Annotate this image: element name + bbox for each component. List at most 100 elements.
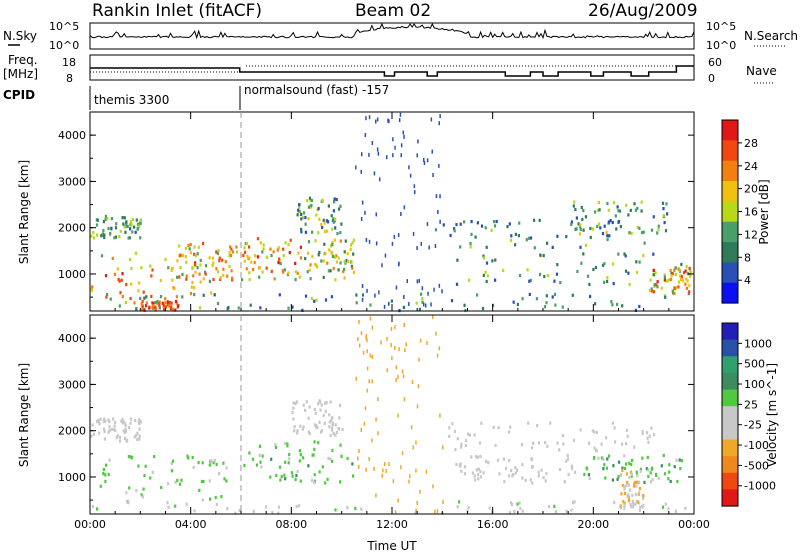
velocity-cell — [320, 430, 323, 434]
velocity-cell — [346, 506, 349, 510]
power-cell — [406, 279, 408, 284]
power-cell — [673, 292, 676, 296]
velocity-cell — [364, 406, 367, 411]
power-cell — [125, 222, 128, 226]
power-cell — [332, 266, 335, 271]
velocity-cell — [479, 454, 482, 458]
power-cell — [307, 217, 310, 221]
velocity-cell — [667, 477, 670, 481]
power-cell — [606, 234, 609, 238]
power-cell — [333, 197, 336, 201]
power-cell — [106, 217, 109, 221]
power-cell — [324, 251, 327, 255]
power-cell — [261, 250, 264, 254]
velocity-cell — [371, 438, 373, 443]
velocity-cell — [398, 347, 400, 352]
velocity-cell — [415, 508, 417, 513]
velocity-cell — [532, 441, 535, 445]
velocity-cell — [512, 473, 515, 477]
velocity-cell — [279, 478, 282, 482]
power-cell — [284, 241, 287, 245]
velocity-cell — [614, 440, 617, 444]
velocity-cell — [620, 442, 624, 446]
power-cell — [685, 286, 688, 290]
velocity-cell — [288, 453, 291, 457]
power-cell — [198, 272, 201, 276]
power-cell — [589, 226, 592, 230]
power-cell — [276, 248, 279, 252]
power-cell — [248, 245, 251, 249]
velocity-cell — [277, 505, 280, 509]
power-cell — [226, 274, 229, 278]
velocity-cell — [411, 380, 414, 384]
power-cell — [682, 279, 685, 283]
velocity-cell — [521, 476, 524, 480]
velocity-colorbar-tick-label: 100 — [744, 378, 765, 391]
velocity-cell — [318, 470, 321, 474]
velocity-cell — [251, 457, 255, 461]
velocity-cell — [510, 501, 513, 505]
velocity-cell — [603, 463, 606, 467]
power-cell — [502, 268, 505, 272]
velocity-cell — [630, 474, 633, 478]
power-cell — [197, 245, 200, 249]
power-cell — [384, 253, 387, 258]
velocity-xticks: 00:00 04:00 08:00 12:00 16:00 20:00 00:00 — [74, 315, 710, 531]
power-cell — [512, 300, 515, 304]
power-cell — [409, 173, 412, 178]
power-cell — [278, 257, 281, 261]
velocity-cell — [124, 424, 127, 428]
power-cell — [679, 274, 682, 278]
power-ytick-label: 3000 — [58, 175, 86, 188]
power-cell — [481, 306, 485, 311]
velocity-cell — [471, 471, 474, 475]
power-cell — [334, 217, 337, 221]
velocity-cell — [478, 441, 482, 445]
power-cell — [317, 231, 320, 235]
power-cell — [398, 261, 400, 266]
velocity-cell — [338, 416, 341, 420]
velocity-cell — [308, 405, 311, 409]
power-cell — [529, 236, 533, 240]
power-cell — [253, 261, 256, 265]
velocity-cell — [114, 420, 117, 425]
velocity-cell — [498, 472, 501, 476]
velocity-cell — [313, 440, 316, 444]
power-cell — [655, 283, 658, 287]
power-cell — [605, 230, 608, 235]
power-cell — [194, 270, 197, 274]
velocity-cell — [460, 445, 463, 449]
velocity-cell — [635, 499, 638, 503]
power-cell — [554, 303, 557, 307]
power-cell — [177, 304, 180, 308]
power-cell — [538, 272, 542, 277]
velocity-cell — [394, 325, 396, 330]
velocity-cell — [639, 469, 642, 473]
power-cell — [416, 279, 419, 284]
power-cell — [323, 221, 326, 225]
power-cell — [222, 267, 225, 271]
power-cell — [456, 258, 459, 262]
power-cell — [308, 196, 312, 200]
power-cell — [652, 290, 656, 294]
power-cell — [262, 243, 265, 247]
velocity-cell — [570, 467, 574, 471]
velocity-cell — [351, 462, 354, 466]
velocity-cell — [585, 467, 589, 471]
power-cell — [136, 226, 139, 230]
velocity-cell — [296, 431, 299, 435]
power-cell — [134, 230, 137, 234]
velocity-cell — [293, 429, 296, 433]
power-cell — [368, 239, 371, 244]
velocity-cell — [124, 422, 127, 426]
power-cell — [666, 212, 669, 216]
power-cell — [430, 117, 433, 122]
power-cell — [181, 253, 184, 257]
velocity-cell — [674, 509, 677, 513]
power-cell — [482, 273, 485, 277]
power-cell — [311, 255, 314, 259]
power-cell — [606, 276, 609, 280]
power-cell — [608, 234, 611, 238]
velocity-cell — [213, 458, 216, 463]
power-cell — [137, 224, 141, 228]
